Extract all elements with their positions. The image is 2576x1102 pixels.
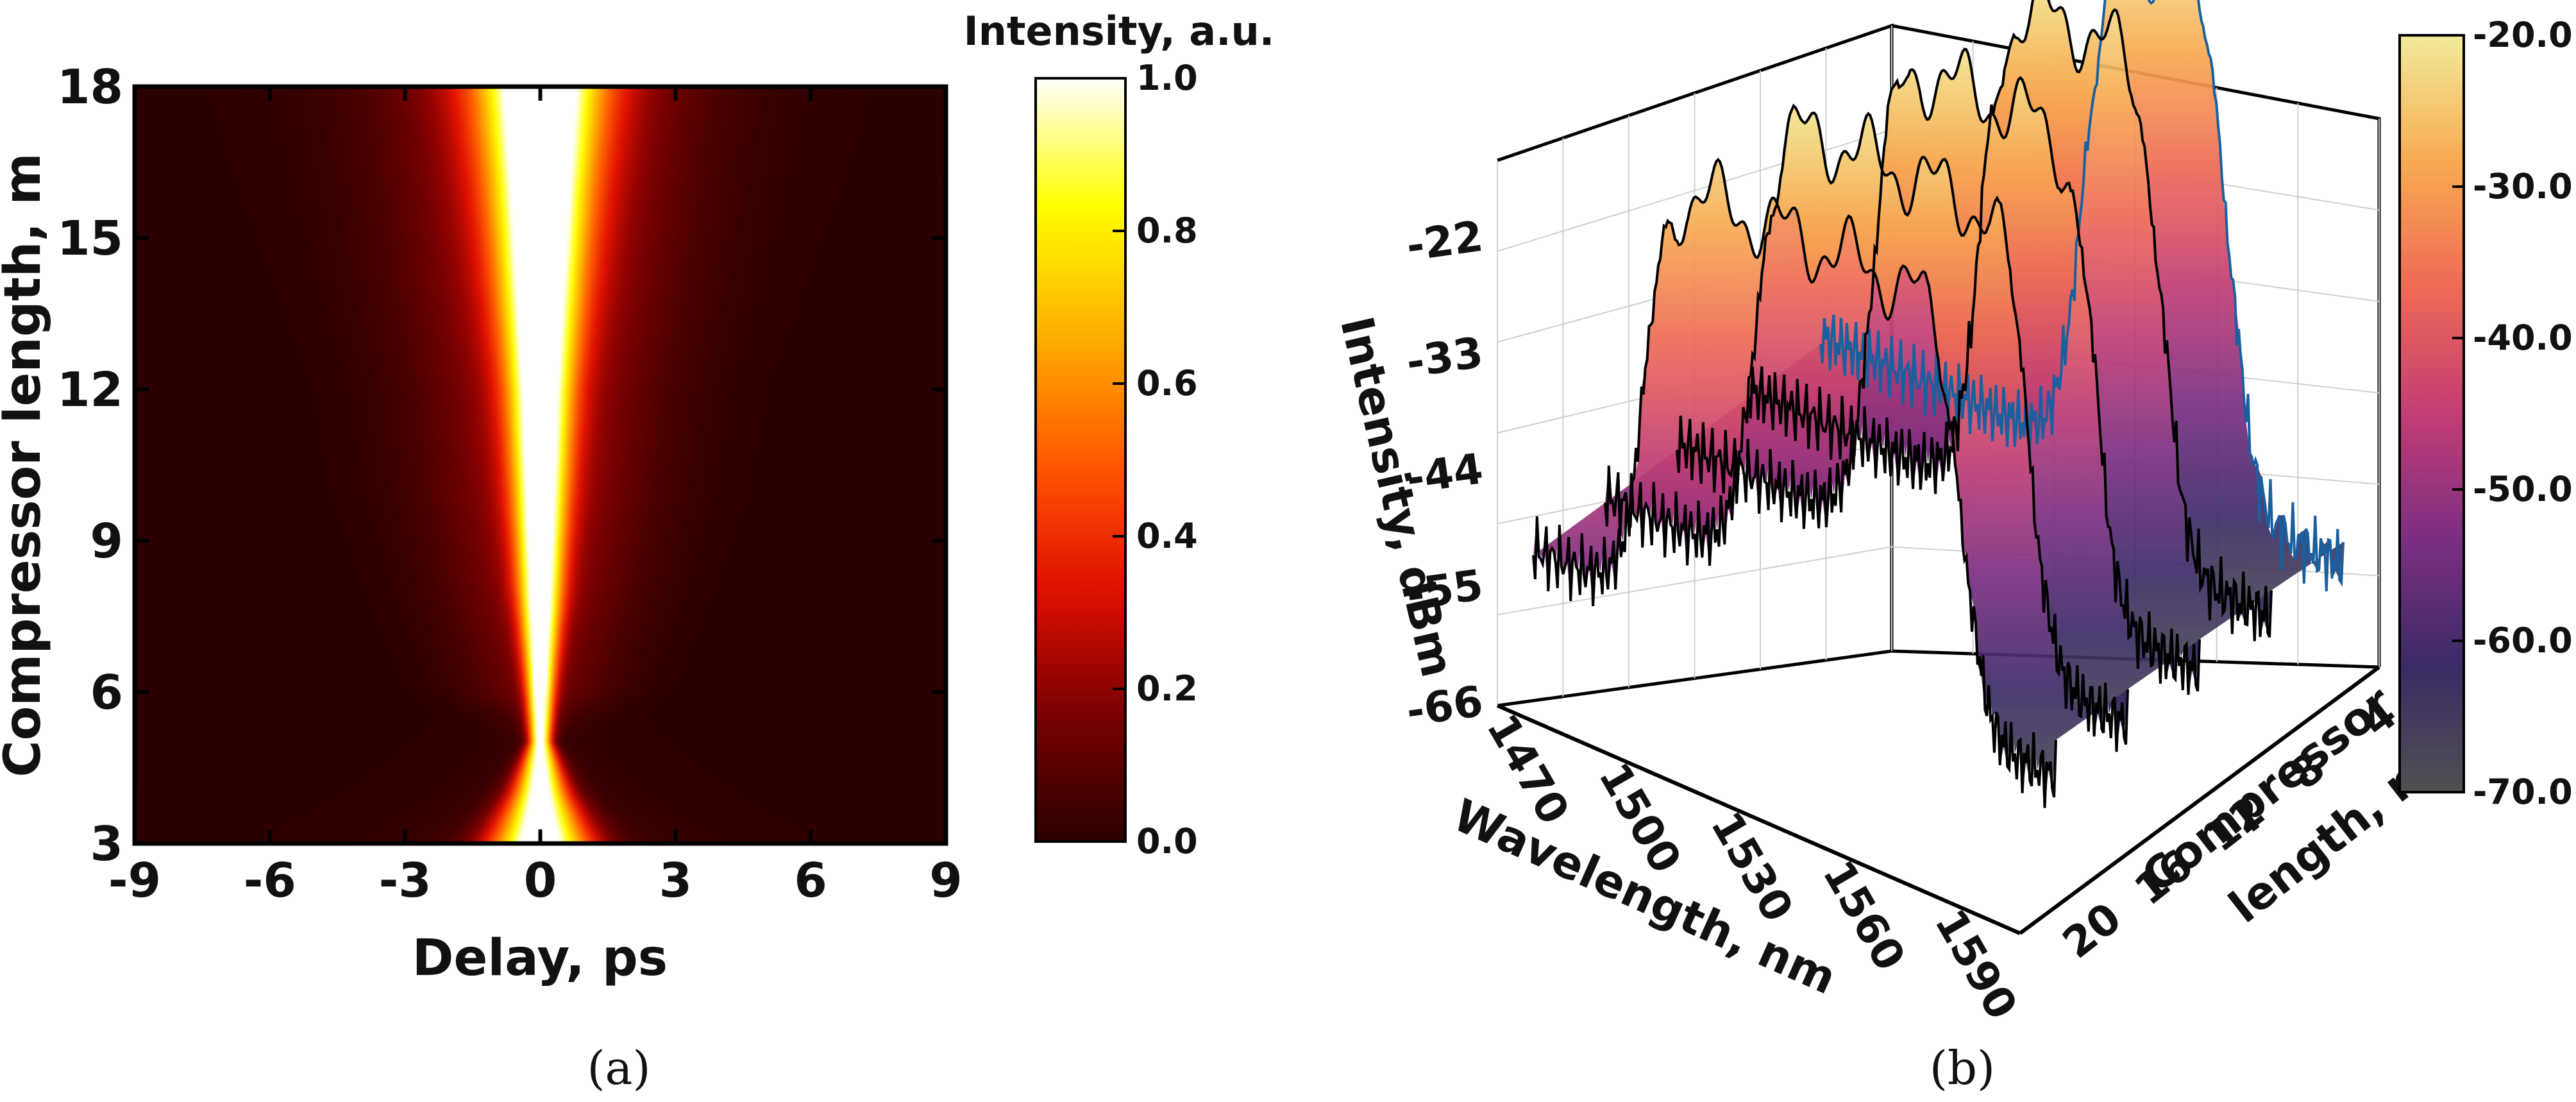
grid-line <box>1497 129 1892 252</box>
y-tick-label: 15 <box>57 211 123 266</box>
colorbar-b-tick-label: -50.0 <box>2473 469 2573 509</box>
colorbar-b-tick-label: -30.0 <box>2473 166 2573 207</box>
length-axis-line <box>2019 665 2380 935</box>
caption-b: (b) <box>1930 1041 1995 1095</box>
colorbar-b-tick-label: -20.0 <box>2473 15 2573 55</box>
x-tick-label: 0 <box>524 853 557 908</box>
panel-b: 1470 1500 1530 1560 159048121620-66-55-44-33… <box>1330 0 2573 1095</box>
z3d-tick-label: -33 <box>1403 328 1486 387</box>
colorbar-a-tick-label: 0.4 <box>1136 516 1198 556</box>
colorbar-b-gradient <box>2398 34 2465 793</box>
heatmap-image <box>135 87 946 843</box>
caption-a: (a) <box>587 1041 650 1095</box>
colorbar-a-tick-label: 1.0 <box>1136 58 1198 98</box>
z3d-tick-label: -44 <box>1403 444 1486 504</box>
colorbar-a-tick-label: 0.8 <box>1136 210 1198 251</box>
heatmap-xlabel: Delay, ps <box>412 929 668 987</box>
y-tick-label: 6 <box>90 665 124 720</box>
x-tick-label: 3 <box>659 853 693 908</box>
heatmap-ticks: -9 -6 -3 0 3 6 9 3 6 9 12 15 18 <box>57 60 963 908</box>
colorbar-a-ticks: 0.0 0.2 0.4 0.6 0.8 1.0 <box>1113 58 1198 861</box>
spectrum-trace-16m <box>1604 103 2129 752</box>
x-tick-label: -3 <box>379 853 432 908</box>
colorbar-a-tick-label: 0.6 <box>1136 363 1198 403</box>
colorbar-b-tick-label: -70.0 <box>2473 772 2573 812</box>
panel-a: -9 -6 -3 0 3 6 9 3 6 9 12 15 18 Delay, ps Compressor… <box>0 8 1274 1095</box>
colorbar-a-gradient <box>1034 77 1127 843</box>
spectrum-trace-12m <box>1676 47 2201 695</box>
x3d-tick-label: 1590 <box>1925 901 2027 1028</box>
y-tick-label: 18 <box>57 60 123 115</box>
colorbar-b-tick-label: -40.0 <box>2473 318 2573 358</box>
x-tick-label: 6 <box>794 853 827 908</box>
colorbar-a-tick-label: 0.0 <box>1136 821 1198 861</box>
colorbar-a-tick-label: 0.2 <box>1136 668 1198 709</box>
wavelength-axis-line <box>1496 704 2021 935</box>
z3d-tick-label: -66 <box>1403 677 1486 736</box>
surface-patch <box>1533 107 2128 808</box>
colorbar-a-title: Intensity, a.u. <box>964 8 1275 55</box>
x-tick-label: 9 <box>929 853 963 908</box>
x-tick-label: -9 <box>108 853 161 908</box>
grid-line <box>1497 546 1892 616</box>
colorbar-b-ticks: -70.0 -60.0 -50.0 -40.0 -30.0 -20.0 <box>2452 15 2573 812</box>
z3d-tick-label: -22 <box>1403 212 1486 271</box>
surface-patch <box>1605 49 2200 752</box>
spectra-3d <box>1532 0 2344 808</box>
colorbar-a: 0.0 0.2 0.4 0.6 0.8 1.0 Intensity, a.u. <box>964 8 1275 861</box>
y-tick-label: 12 <box>57 362 123 418</box>
colorbar-b: -70.0 -60.0 -50.0 -40.0 -30.0 -20.0 <box>2398 15 2573 812</box>
y-tick-label: 9 <box>90 514 124 569</box>
spectrum-trace-4m <box>1819 0 2344 591</box>
spectrum-trace-20m <box>1532 157 2057 808</box>
x-tick-label: -6 <box>244 853 296 908</box>
front-axes <box>1496 665 2380 935</box>
heatmap <box>135 87 946 843</box>
y-tick-label: 3 <box>90 817 124 872</box>
heatmap-ylabel: Compressor length, m <box>0 153 52 777</box>
colorbar-b-tick-label: -60.0 <box>2473 620 2573 661</box>
y3d-tick-label: 20 <box>2053 893 2130 968</box>
z3d-tick-label: -55 <box>1403 560 1486 620</box>
spectrum-trace-8m <box>1747 0 2273 641</box>
surface-3d <box>1533 0 2343 808</box>
